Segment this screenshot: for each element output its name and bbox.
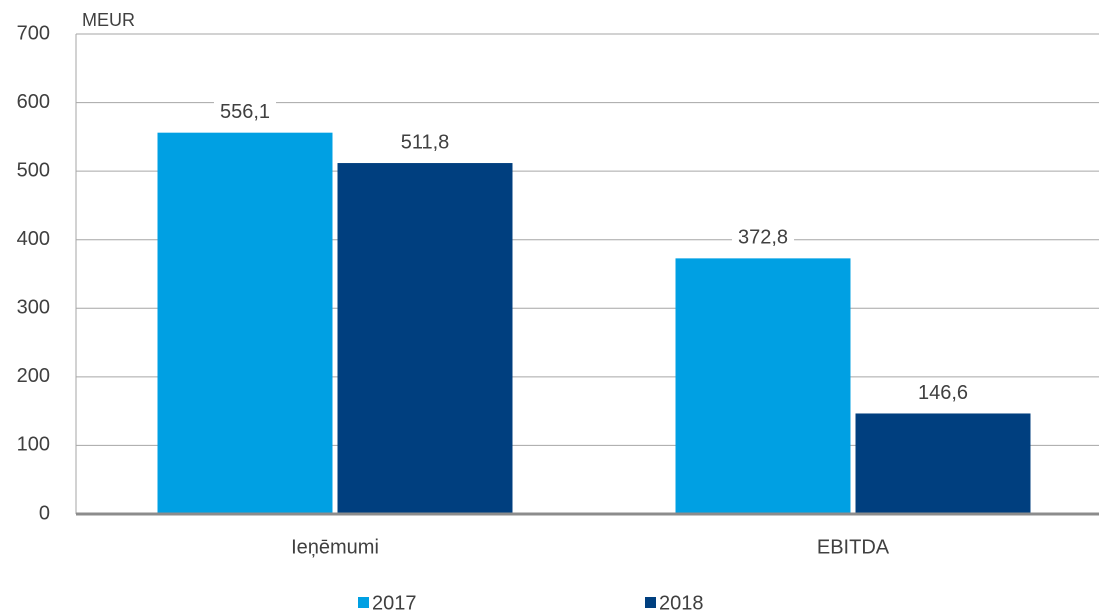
y-tick-label: 100 (17, 434, 50, 456)
y-tick-label: 200 (17, 365, 50, 387)
bar (855, 413, 1031, 514)
y-tick-label: 300 (17, 297, 50, 319)
data-label-bg (213, 98, 277, 125)
y-tick-label: 700 (17, 22, 50, 44)
y-tick-label: 500 (17, 159, 50, 181)
bar (337, 163, 513, 514)
data-label-bg (911, 379, 975, 406)
y-tick-label: 600 (17, 91, 50, 113)
data-label-bg (394, 129, 456, 156)
legend-swatch (645, 597, 656, 608)
y-tick-label: 400 (17, 228, 50, 250)
bar (675, 258, 851, 514)
data-label: 556,1 (220, 101, 270, 123)
bar (157, 132, 333, 514)
x-tick-label: Ieņēmumi (291, 536, 379, 558)
data-label: 511,8 (401, 131, 450, 153)
legend-label: 2017 (372, 592, 417, 613)
data-label: 146,6 (918, 382, 968, 404)
x-tick-label: EBITDA (817, 536, 890, 558)
legend-swatch (358, 597, 369, 608)
y-tick-label: 0 (39, 502, 50, 524)
data-label: 372,8 (738, 227, 788, 249)
data-label-bg (731, 224, 795, 251)
y-axis-label: MEUR (82, 10, 135, 30)
legend-label: 2018 (659, 592, 704, 613)
